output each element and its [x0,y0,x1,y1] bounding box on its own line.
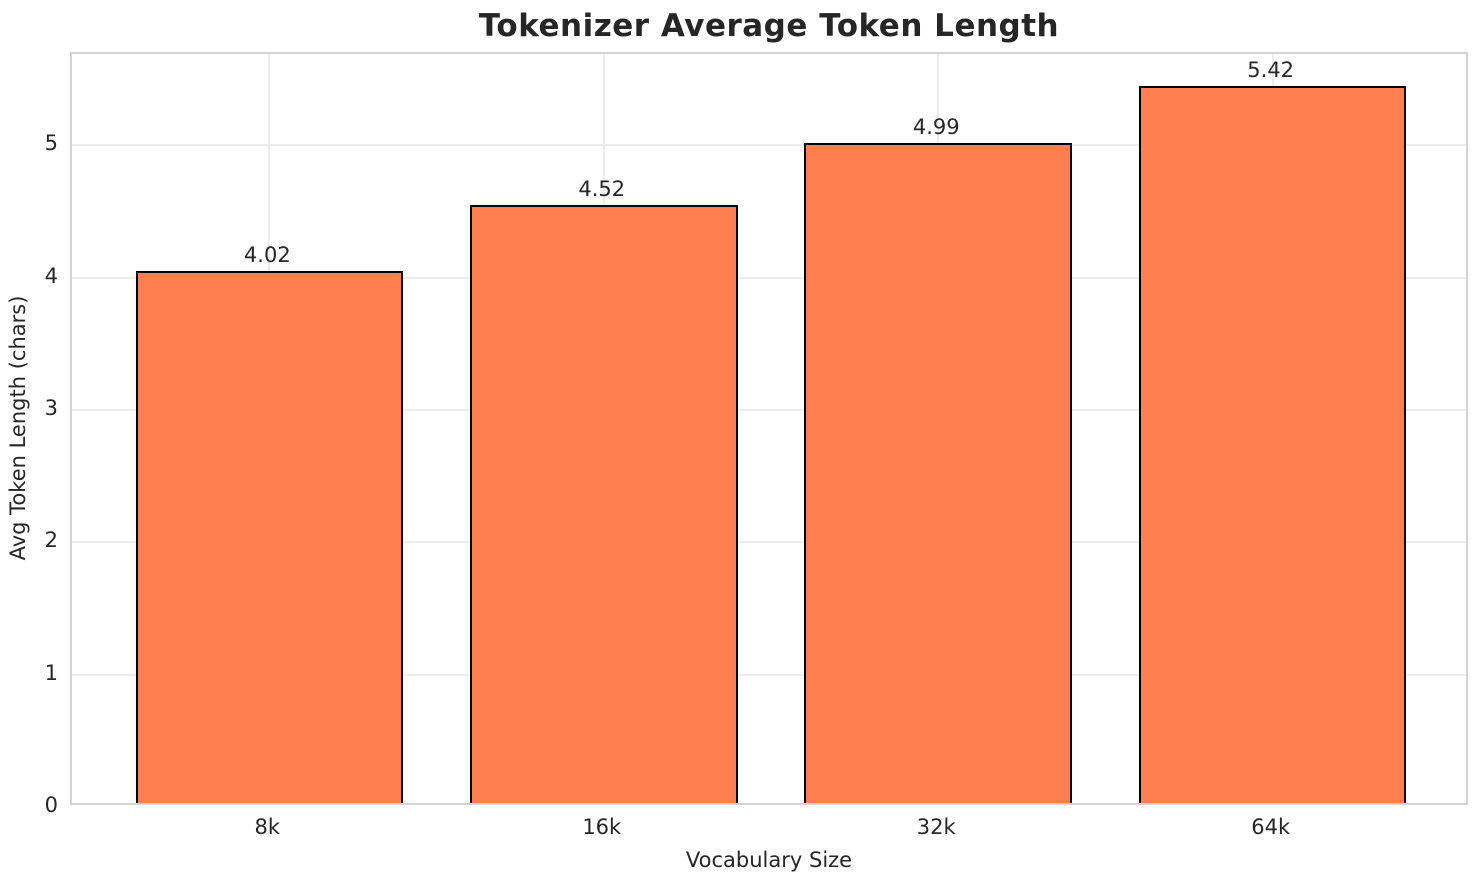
gridline-horizontal [72,541,1466,544]
bar-16k [469,204,738,803]
bar-64k [1138,85,1407,803]
bar-32k [804,142,1072,803]
x-tick-label: 8k [254,815,281,839]
x-tick-label: 64k [1251,815,1291,839]
y-tick-label: 2 [44,528,58,553]
x-tick-label: 16k [582,815,622,839]
y-axis-label: Avg Token Length (chars) [6,295,30,561]
gridline-horizontal [72,144,1466,147]
gridline-horizontal [72,408,1466,411]
x-tick-label: 32k [916,815,956,839]
chart-title: Tokenizer Average Token Length [478,8,1060,44]
y-tick-label: 4 [44,263,58,288]
bar-value-label: 4.99 [912,114,960,139]
bar-value-label: 4.02 [243,243,291,267]
bar-8k [135,271,404,803]
x-axis-label: Vocabulary Size [685,848,853,872]
bar-value-label: 5.42 [1247,57,1295,82]
y-tick-label: 1 [44,660,58,685]
gridline-horizontal [72,276,1466,279]
bar-value-label: 4.52 [578,176,626,201]
plot-area [70,52,1468,805]
y-tick-label: 0 [44,793,58,817]
gridline-horizontal [72,673,1466,676]
y-tick-label: 5 [44,131,58,156]
y-tick-label: 3 [44,395,58,420]
